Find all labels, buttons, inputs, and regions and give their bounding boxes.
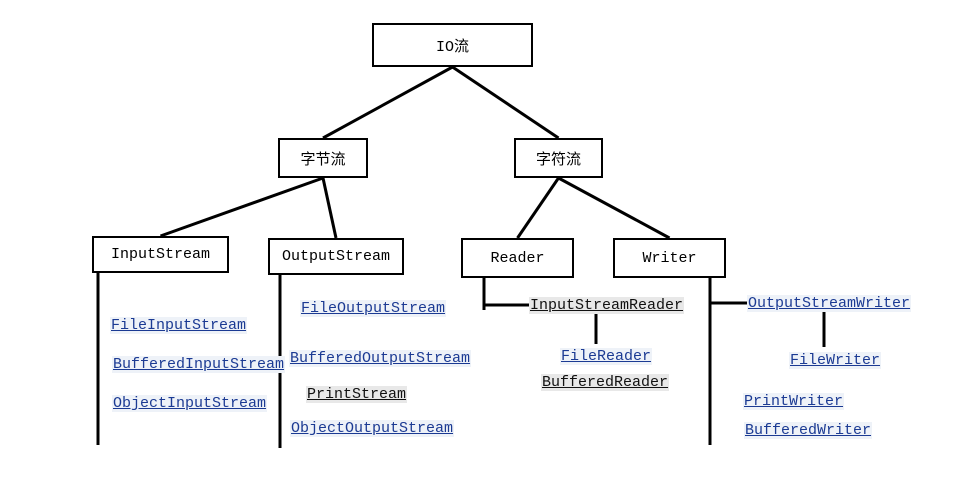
leaf-writer-2: PrintWriter (743, 393, 844, 410)
leaf-reader-2: BufferedReader (541, 374, 669, 391)
node-reader: Reader (461, 238, 574, 278)
leaf-in-2: ObjectInputStream (112, 395, 267, 412)
node-writer: Writer (613, 238, 726, 278)
leaf-reader-0: InputStreamReader (529, 297, 684, 314)
leaf-writer-3: BufferedWriter (744, 422, 872, 439)
leaf-in-0: FileInputStream (110, 317, 247, 334)
leaf-out-1: BufferedOutputStream (289, 350, 471, 367)
node-root: IO流 (372, 23, 533, 67)
leaf-out-0: FileOutputStream (300, 300, 446, 317)
leaf-out-2: PrintStream (306, 386, 407, 403)
leaf-writer-0: OutputStreamWriter (747, 295, 911, 312)
leaf-out-3: ObjectOutputStream (290, 420, 454, 437)
leaf-reader-1: FileReader (560, 348, 652, 365)
node-char: 字符流 (514, 138, 603, 178)
node-in: InputStream (92, 236, 229, 273)
leaf-writer-1: FileWriter (789, 352, 881, 369)
node-byte: 字节流 (278, 138, 368, 178)
leaf-in-1: BufferedInputStream (112, 356, 285, 373)
node-out: OutputStream (268, 238, 404, 275)
